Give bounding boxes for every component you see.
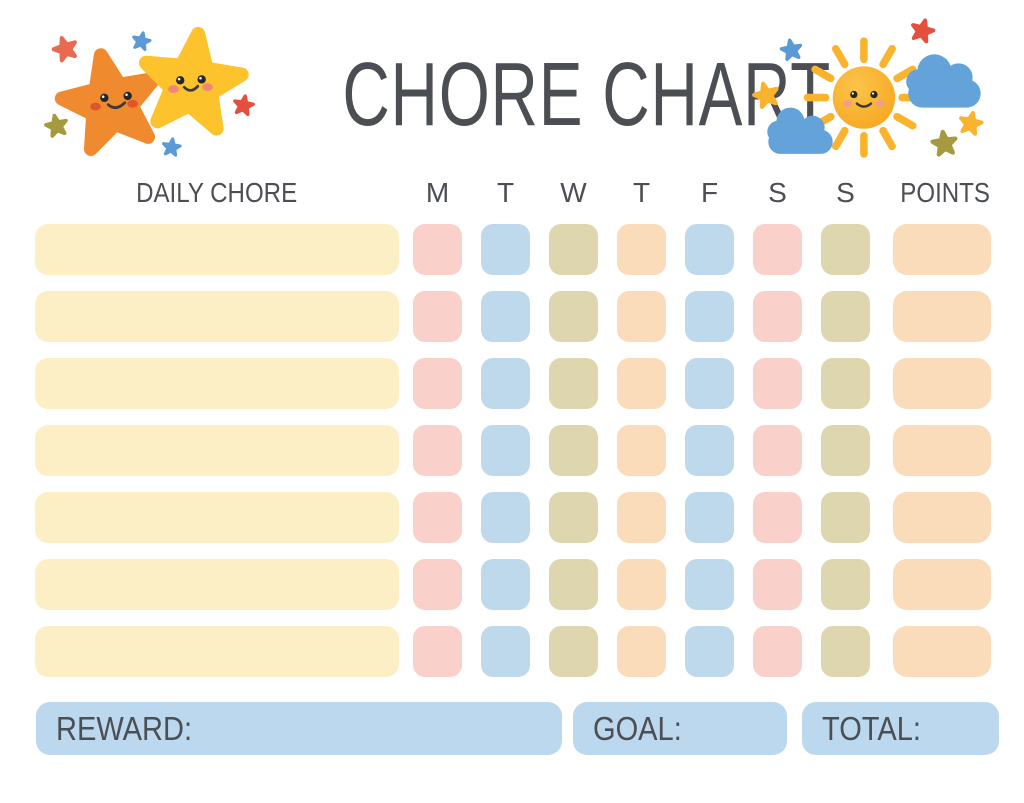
- chore-row: [0, 492, 1024, 543]
- day-check-cell[interactable]: [617, 492, 666, 543]
- day-check-cell[interactable]: [685, 492, 734, 543]
- day-check-cell[interactable]: [549, 559, 598, 610]
- chore-name-field[interactable]: [35, 291, 399, 342]
- total-label: TOTAL:: [822, 710, 921, 747]
- points-field[interactable]: [893, 224, 991, 275]
- sun-rays: [803, 37, 925, 158]
- day-check-cell[interactable]: [821, 425, 870, 476]
- page-title: CHORE CHART: [342, 45, 832, 145]
- day-check-cell[interactable]: [413, 358, 462, 409]
- day-check-cell[interactable]: [821, 492, 870, 543]
- points-field[interactable]: [893, 358, 991, 409]
- chore-name-field[interactable]: [35, 492, 399, 543]
- column-header-daily-chore: DAILY CHORE: [136, 177, 298, 208]
- day-check-cell[interactable]: [549, 291, 598, 342]
- day-check-cell[interactable]: [753, 291, 802, 342]
- column-header-points: POINTS: [900, 177, 990, 208]
- goal-label: GOAL:: [593, 710, 682, 747]
- day-check-cell[interactable]: [413, 492, 462, 543]
- cloud-left: [767, 107, 833, 154]
- day-check-cell[interactable]: [617, 358, 666, 409]
- day-check-cell[interactable]: [617, 559, 666, 610]
- day-check-cell[interactable]: [481, 559, 530, 610]
- day-check-cell[interactable]: [549, 224, 598, 275]
- chore-row: [0, 626, 1024, 677]
- sun-face: [843, 90, 885, 108]
- day-check-cell[interactable]: [821, 224, 870, 275]
- day-check-cell[interactable]: [413, 626, 462, 677]
- cloud-right: [906, 54, 981, 108]
- day-check-cell[interactable]: [685, 425, 734, 476]
- column-header-day: W: [560, 177, 587, 208]
- reward-label: REWARD:: [56, 710, 193, 747]
- chore-row: [0, 559, 1024, 610]
- smiling-sun-clouds-icon: [750, 15, 1002, 166]
- day-check-cell[interactable]: [753, 358, 802, 409]
- day-check-cell[interactable]: [481, 291, 530, 342]
- day-check-cell[interactable]: [821, 626, 870, 677]
- day-check-cell[interactable]: [481, 358, 530, 409]
- column-header-day: M: [425, 177, 450, 208]
- column-header-day: S: [836, 177, 855, 208]
- day-check-cell[interactable]: [685, 291, 734, 342]
- day-check-cell[interactable]: [821, 358, 870, 409]
- day-check-cell[interactable]: [617, 626, 666, 677]
- orange-star-face: [90, 91, 138, 111]
- points-field[interactable]: [893, 559, 991, 610]
- chore-row: [0, 358, 1024, 409]
- points-field[interactable]: [893, 492, 991, 543]
- chore-name-field[interactable]: [35, 559, 399, 610]
- day-check-cell[interactable]: [685, 559, 734, 610]
- column-header-day: T: [496, 177, 515, 208]
- day-check-cell[interactable]: [549, 425, 598, 476]
- day-check-cell[interactable]: [821, 291, 870, 342]
- column-header-day: T: [632, 177, 651, 208]
- day-check-cell[interactable]: [821, 559, 870, 610]
- day-check-cell[interactable]: [413, 224, 462, 275]
- day-check-cell[interactable]: [413, 425, 462, 476]
- chore-name-field[interactable]: [35, 358, 399, 409]
- chore-name-field[interactable]: [35, 224, 399, 275]
- chore-row: [0, 291, 1024, 342]
- day-check-cell[interactable]: [685, 626, 734, 677]
- chore-name-field[interactable]: [35, 626, 399, 677]
- points-field[interactable]: [893, 626, 991, 677]
- day-check-cell[interactable]: [549, 492, 598, 543]
- smiling-stars-icon: [36, 20, 270, 166]
- reward-field[interactable]: REWARD:: [36, 702, 562, 755]
- day-check-cell[interactable]: [753, 492, 802, 543]
- day-check-cell[interactable]: [617, 224, 666, 275]
- column-header-day: S: [768, 177, 787, 208]
- day-check-cell[interactable]: [685, 224, 734, 275]
- day-check-cell[interactable]: [753, 425, 802, 476]
- sun-body: [832, 66, 896, 129]
- chore-row: [0, 425, 1024, 476]
- day-check-cell[interactable]: [481, 425, 530, 476]
- day-check-cell[interactable]: [617, 425, 666, 476]
- chore-name-field[interactable]: [35, 425, 399, 476]
- day-check-cell[interactable]: [549, 358, 598, 409]
- day-check-cell[interactable]: [413, 291, 462, 342]
- day-check-cell[interactable]: [481, 492, 530, 543]
- total-field[interactable]: TOTAL:: [802, 702, 999, 755]
- goal-field[interactable]: GOAL:: [573, 702, 787, 755]
- points-field[interactable]: [893, 425, 991, 476]
- day-check-cell[interactable]: [753, 626, 802, 677]
- day-check-cell[interactable]: [685, 358, 734, 409]
- column-header-day: F: [700, 177, 719, 208]
- points-field[interactable]: [893, 291, 991, 342]
- day-check-cell[interactable]: [617, 291, 666, 342]
- chore-row: [0, 224, 1024, 275]
- yellow-star-face: [168, 75, 213, 93]
- day-check-cell[interactable]: [413, 559, 462, 610]
- day-check-cell[interactable]: [481, 626, 530, 677]
- day-check-cell[interactable]: [481, 224, 530, 275]
- day-check-cell[interactable]: [753, 224, 802, 275]
- day-check-cell[interactable]: [549, 626, 598, 677]
- day-check-cell[interactable]: [753, 559, 802, 610]
